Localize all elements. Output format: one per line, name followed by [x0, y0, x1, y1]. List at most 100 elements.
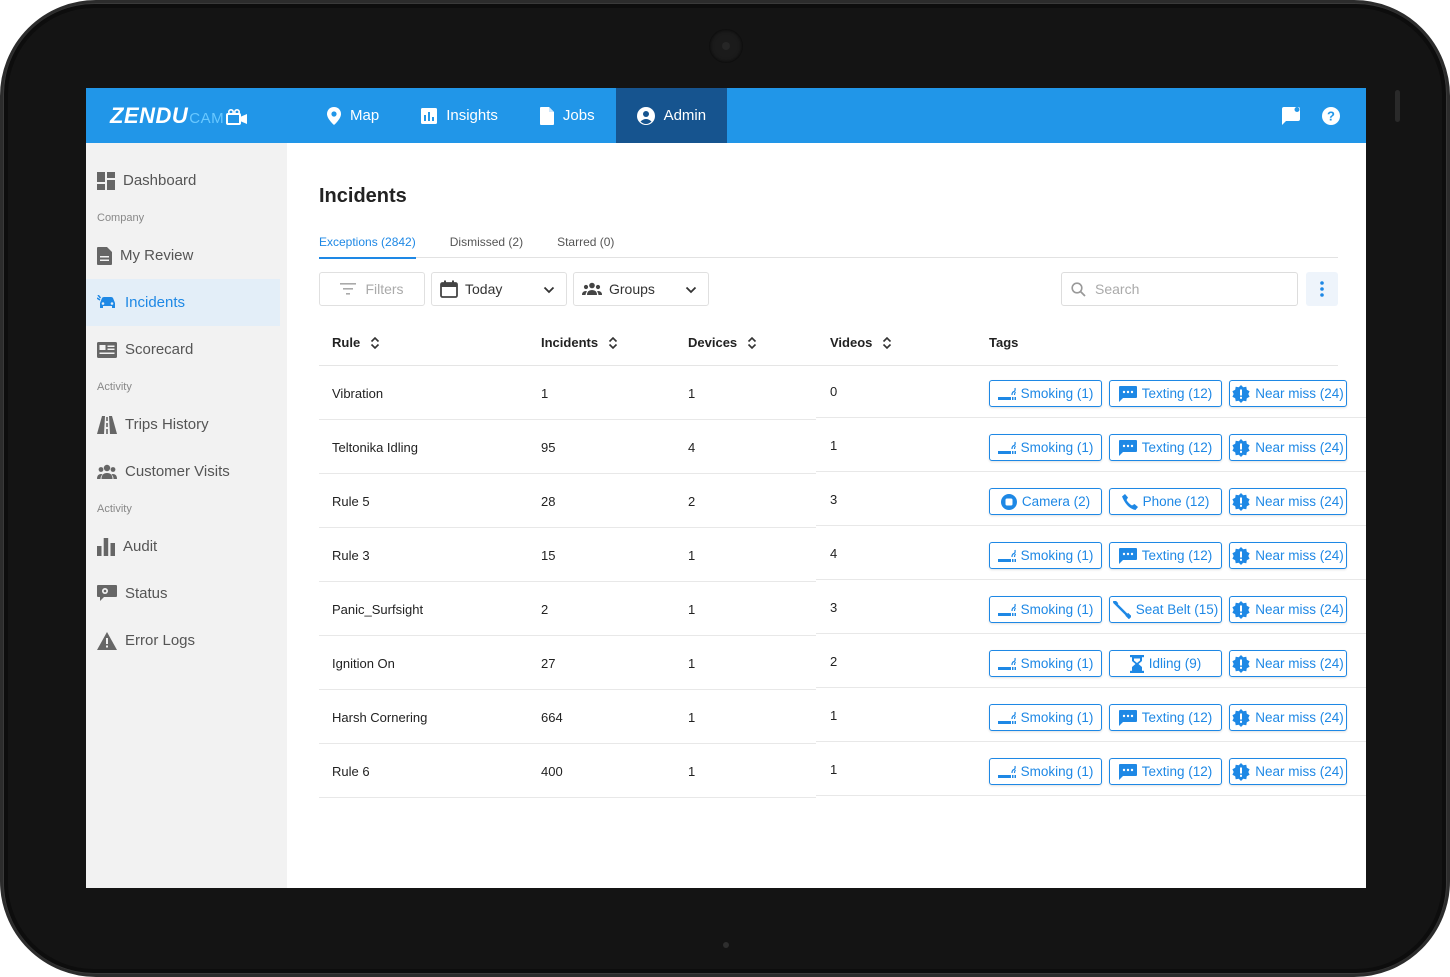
column-header-videos[interactable]: Videos	[830, 335, 892, 350]
row-divider	[319, 419, 816, 420]
warning-icon	[97, 631, 117, 650]
phone-icon	[1121, 493, 1138, 510]
tag-near-miss[interactable]: Near miss (24)	[1229, 380, 1347, 407]
tag-smoking[interactable]: Smoking (1)	[989, 434, 1102, 461]
tag-label: Near miss (24)	[1255, 710, 1344, 725]
tag-near-miss[interactable]: Near miss (24)	[1229, 704, 1347, 731]
smoking-icon	[997, 603, 1016, 616]
tag-near-miss[interactable]: Near miss (24)	[1229, 488, 1347, 515]
sidebar-item-dashboard[interactable]: Dashboard	[86, 157, 280, 204]
help-button[interactable]: ?	[1322, 106, 1340, 125]
tag-label: Texting (12)	[1141, 548, 1213, 563]
nav-insights[interactable]: Insights	[400, 88, 519, 143]
cell-videos: 3	[830, 600, 838, 615]
table-body: Vibration 1 1 0 Smoking (1) Texting (12) Near …	[319, 366, 1366, 798]
nav-map-label: Map	[350, 107, 380, 124]
incidents-table: Rule Incidents Devices Videos Tags	[319, 320, 1366, 798]
tag-near-miss[interactable]: Near miss (24)	[1229, 434, 1347, 461]
tag-label: Smoking (1)	[1020, 656, 1094, 671]
tag-smoking[interactable]: Smoking (1)	[989, 650, 1102, 677]
tag-near-miss[interactable]: Near miss (24)	[1229, 596, 1347, 623]
logo-main-text: ZENDU	[110, 102, 189, 128]
sidebar-item-scorecard[interactable]: Scorecard	[86, 326, 280, 373]
cell-tags: Smoking (1) Texting (12) Near miss (24)	[989, 542, 1354, 569]
tag-near-miss[interactable]: Near miss (24)	[1229, 758, 1347, 785]
record-icon	[1000, 493, 1017, 510]
main-content: Incidents Exceptions (2842) Dismissed (2…	[319, 143, 1366, 888]
column-header-incidents[interactable]: Incidents	[541, 335, 618, 350]
tab-dismissed[interactable]: Dismissed (2)	[449, 234, 524, 249]
tag-smoking[interactable]: Smoking (1)	[989, 380, 1102, 407]
cell-incidents: 27	[541, 656, 556, 671]
tag-texting[interactable]: Texting (12)	[1109, 380, 1222, 407]
page-title: Incidents	[319, 185, 407, 207]
feedback-button[interactable]	[1282, 106, 1300, 125]
smoking-icon	[997, 711, 1016, 724]
column-header-label: Devices	[688, 335, 738, 350]
table-row[interactable]: Harsh Cornering 664 1 1 Smoking (1) Texting (…	[319, 690, 1366, 744]
nav-jobs[interactable]: Jobs	[519, 88, 616, 143]
column-header-rule[interactable]: Rule	[332, 335, 380, 350]
sidebar-item-status[interactable]: Status	[86, 570, 280, 617]
sidebar-section-activity-2: Activity	[97, 503, 132, 515]
chevron-down-icon	[685, 286, 697, 294]
car-crash-icon	[97, 294, 115, 308]
tab-exceptions[interactable]: Exceptions (2842)	[319, 225, 416, 259]
app-logo[interactable]: ZENDU CAM	[86, 88, 286, 143]
sidebar-item-label: Customer Visits	[125, 463, 230, 480]
sidebar-item-trips-history[interactable]: Trips History	[86, 401, 280, 448]
tag-phone[interactable]: Phone (12)	[1109, 488, 1222, 515]
cell-incidents: 15	[541, 548, 556, 563]
column-header-devices[interactable]: Devices	[688, 335, 757, 350]
table-row[interactable]: Rule 3 15 1 4 Smoking (1) Texting (12) Near mi…	[319, 528, 1366, 582]
groups-select[interactable]: Groups	[573, 272, 709, 306]
table-row[interactable]: Teltonika Idling 95 4 1 Smoking (1) Texting (…	[319, 420, 1366, 474]
sidebar-item-error-logs[interactable]: Error Logs	[86, 617, 280, 664]
tag-smoking[interactable]: Smoking (1)	[989, 542, 1102, 569]
nav-admin[interactable]: Admin	[615, 88, 728, 143]
tag-texting[interactable]: Texting (12)	[1109, 434, 1222, 461]
row-divider	[816, 795, 1366, 796]
sidebar-item-audit[interactable]: Audit	[86, 523, 280, 570]
message-icon	[1118, 385, 1137, 402]
row-divider	[816, 525, 1366, 526]
table-row[interactable]: Panic_Surfsight 2 1 3 Smoking (1) Seat Belt (…	[319, 582, 1366, 636]
sidebar-item-incidents[interactable]: Incidents	[86, 279, 280, 326]
cell-videos: 1	[830, 708, 838, 723]
tag-near-miss[interactable]: Near miss (24)	[1229, 650, 1347, 677]
tag-seat-belt[interactable]: Seat Belt (15)	[1109, 596, 1222, 623]
row-divider	[816, 687, 1366, 688]
cell-devices: 1	[688, 656, 696, 671]
video-camera-icon	[226, 108, 248, 125]
nav-jobs-label: Jobs	[562, 107, 595, 124]
search-input[interactable]	[1095, 281, 1285, 297]
tag-label: Smoking (1)	[1020, 548, 1094, 563]
tag-idling[interactable]: Idling (9)	[1109, 650, 1222, 677]
date-range-select[interactable]: Today	[431, 272, 567, 306]
table-row[interactable]: Rule 6 400 1 1 Smoking (1) Texting (12) Near m…	[319, 744, 1366, 798]
table-row[interactable]: Ignition On 27 1 2 Smoking (1) Idling (9) Near…	[319, 636, 1366, 690]
tag-texting[interactable]: Texting (12)	[1109, 542, 1222, 569]
filters-button[interactable]: Filters	[319, 272, 425, 306]
more-options-button[interactable]	[1306, 272, 1338, 306]
tag-texting[interactable]: Texting (12)	[1109, 704, 1222, 731]
tag-smoking[interactable]: Smoking (1)	[989, 704, 1102, 731]
row-divider	[319, 797, 816, 798]
message-icon	[1118, 709, 1137, 726]
sidebar-item-my-review[interactable]: My Review	[86, 232, 280, 279]
tag-near-miss[interactable]: Near miss (24)	[1229, 542, 1347, 569]
table-row[interactable]: Rule 5 28 2 3 Camera (2) Phone (12) Near miss …	[319, 474, 1366, 528]
table-row[interactable]: Vibration 1 1 0 Smoking (1) Texting (12) Near …	[319, 366, 1366, 420]
sidebar-item-customer-visits[interactable]: Customer Visits	[86, 448, 280, 495]
nav-map[interactable]: Map	[306, 88, 400, 143]
road-icon	[97, 415, 117, 434]
tag-smoking[interactable]: Smoking (1)	[989, 758, 1102, 785]
cell-rule: Rule 5	[332, 494, 370, 509]
chevron-down-icon	[543, 286, 555, 294]
cell-devices: 1	[688, 710, 696, 725]
tag-camera[interactable]: Camera (2)	[989, 488, 1102, 515]
tag-smoking[interactable]: Smoking (1)	[989, 596, 1102, 623]
tag-label: Phone (12)	[1142, 494, 1210, 509]
tag-texting[interactable]: Texting (12)	[1109, 758, 1222, 785]
tab-starred[interactable]: Starred (0)	[557, 234, 615, 249]
